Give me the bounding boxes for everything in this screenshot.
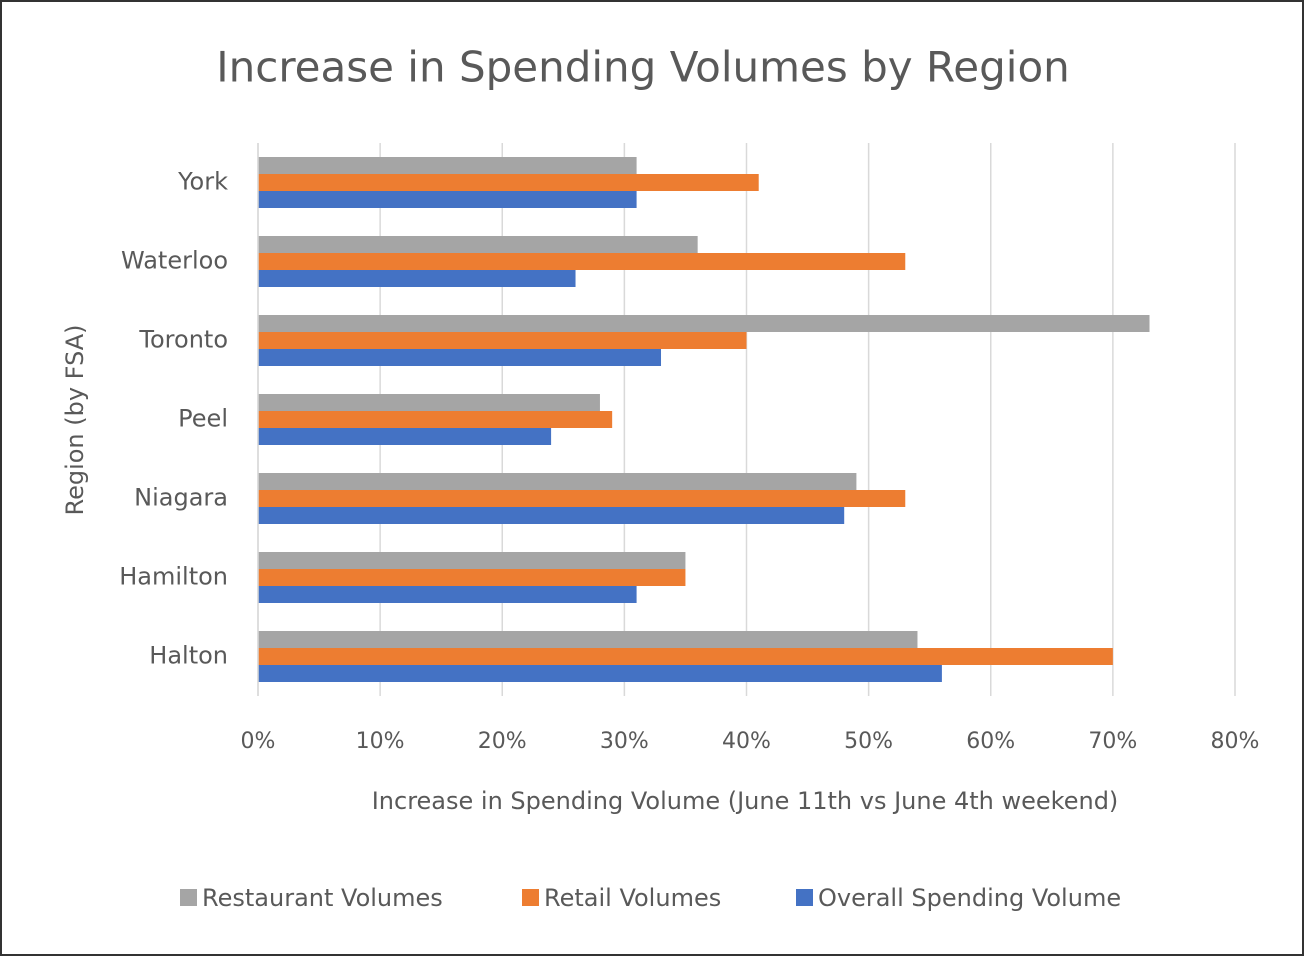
y-tick-label: Peel xyxy=(178,405,228,433)
bar xyxy=(258,394,600,411)
y-axis-title: Region (by FSA) xyxy=(61,324,89,515)
bar xyxy=(258,552,686,569)
chart-title: Increase in Spending Volumes by Region xyxy=(216,43,1070,92)
x-tick-label: 80% xyxy=(1211,729,1260,754)
y-tick-label: Hamilton xyxy=(119,563,228,591)
y-tick-label: Halton xyxy=(149,642,228,670)
bar xyxy=(258,411,613,428)
legend-swatch xyxy=(796,889,813,906)
bar xyxy=(258,157,637,174)
x-tick-label: 10% xyxy=(356,729,405,754)
bar xyxy=(258,174,759,191)
legend-label: Retail Volumes xyxy=(544,884,721,912)
x-tick-label: 20% xyxy=(478,729,527,754)
bar xyxy=(258,586,637,603)
y-tick-label: Niagara xyxy=(134,484,228,512)
bar xyxy=(258,236,698,253)
x-tick-label: 70% xyxy=(1088,729,1137,754)
bar xyxy=(258,349,662,366)
bar xyxy=(258,428,552,445)
legend-label: Overall Spending Volume xyxy=(818,884,1121,912)
legend-swatch xyxy=(180,889,197,906)
bar xyxy=(258,631,918,648)
legend-label: Restaurant Volumes xyxy=(202,884,443,912)
x-tick-label: 30% xyxy=(600,729,649,754)
bar xyxy=(258,253,906,270)
y-tick-label: Toronto xyxy=(138,326,228,354)
x-axis-title: Increase in Spending Volume (June 11th v… xyxy=(372,787,1119,815)
legend-swatch xyxy=(522,889,539,906)
x-tick-label: 0% xyxy=(241,729,276,754)
bar xyxy=(258,270,576,287)
y-tick-label: Waterloo xyxy=(121,247,228,275)
bar xyxy=(258,569,686,586)
bar xyxy=(258,507,845,524)
x-tick-label: 50% xyxy=(844,729,893,754)
bar xyxy=(258,490,906,507)
bar xyxy=(258,648,1113,665)
x-tick-label: 40% xyxy=(722,729,771,754)
bar xyxy=(258,191,637,208)
x-tick-label: 60% xyxy=(966,729,1015,754)
bar xyxy=(258,315,1150,332)
bar xyxy=(258,332,747,349)
bar xyxy=(258,665,942,682)
y-tick-label: York xyxy=(177,168,228,196)
bar xyxy=(258,473,857,490)
